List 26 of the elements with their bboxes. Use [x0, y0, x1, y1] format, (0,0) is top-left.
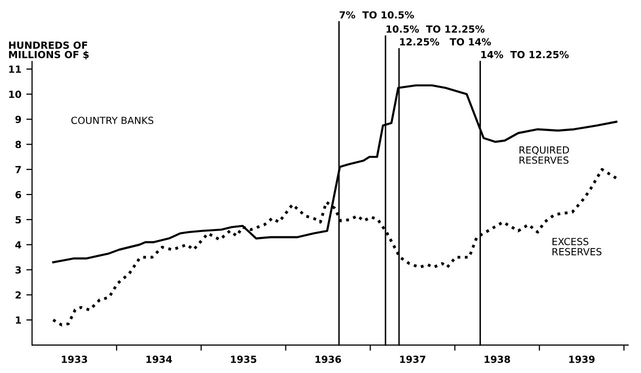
- ref-line-label: 7% TO 10.5%: [340, 11, 414, 19]
- series-label: REQUIRED RESERVES: [520, 146, 569, 164]
- x-tick-label: 1933: [62, 356, 88, 363]
- x-tick-label: 1935: [231, 356, 256, 363]
- y-tick-label: 11: [9, 66, 21, 73]
- ref-line-label: 14% TO 12.25%: [481, 50, 569, 58]
- y-tick-label: 4: [15, 241, 22, 248]
- ref-line-label: 12.25% TO 14%: [400, 38, 491, 46]
- y-tick-label: 1: [16, 316, 21, 324]
- y-tick-label: 5: [16, 216, 21, 224]
- ref-line-label: 10.5% TO 12.25%: [386, 25, 484, 33]
- x-tick-label: 1936: [316, 356, 342, 363]
- x-tick-label: 1934: [146, 356, 172, 363]
- y-tick-label: 8: [15, 140, 22, 148]
- x-tick-label: 1939: [569, 356, 595, 363]
- y-tick-label: 10: [9, 90, 22, 98]
- y-tick-label: 2: [16, 291, 21, 299]
- x-tick-label: 1938: [484, 356, 510, 363]
- y-tick-label: 6: [15, 190, 22, 198]
- y-tick-label: 7: [16, 166, 21, 174]
- series-label: EXCESS RESERVES: [552, 238, 602, 256]
- y-tick-label: 9: [15, 116, 22, 124]
- annotation: COUNTRY BANKS: [71, 116, 154, 124]
- y-tick-label: 3: [16, 266, 21, 274]
- y-axis-title: HUNDREDS OF MILLIONS OF $: [9, 41, 89, 60]
- x-tick-label: 1937: [400, 356, 426, 363]
